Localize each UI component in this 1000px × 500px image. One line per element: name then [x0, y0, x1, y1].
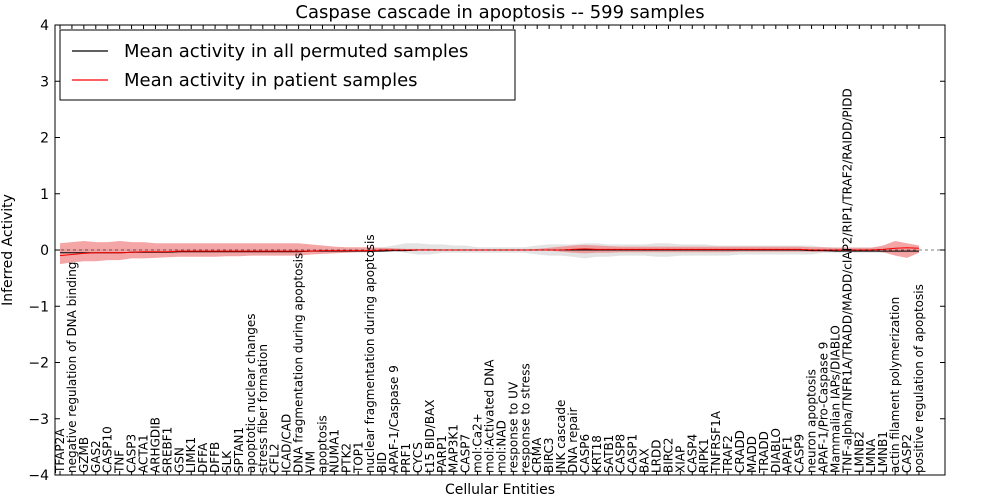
x-tick-label: response to UV: [506, 381, 520, 473]
legend-label-1: Mean activity in all permuted samples: [124, 41, 468, 62]
x-tick-label: LMNA: [864, 438, 878, 473]
x-tick-label: CFL2: [268, 443, 282, 473]
x-tick-label: CASP1: [626, 434, 640, 473]
chart-title: Caspase cascade in apoptosis -- 599 samp…: [295, 2, 704, 23]
x-tick-label: Mammalian IAPs/DIABLO: [828, 325, 842, 473]
y-axis-label: Inferred Activity: [0, 194, 16, 306]
x-tick-label: GZMB: [77, 437, 91, 473]
x-tick-label: DNA fragmentation during apoptosis: [292, 253, 306, 473]
x-tick-label: CASP7: [459, 434, 473, 473]
x-tick-label: APAF-1/Pro-Caspase 9: [817, 342, 831, 473]
x-tick-label: TNF-alpha/TNFR1A/TRADD/MADD/cIAP2/RIP1/T…: [840, 88, 854, 474]
x-tick-label: LMNB1: [876, 431, 890, 473]
x-tick-label: PARP1: [435, 435, 449, 473]
y-tick-label: −3: [28, 412, 49, 428]
y-tick-label: −2: [28, 356, 49, 372]
x-tick-label: apoptosis: [316, 415, 330, 473]
x-tick-label: APAF1: [781, 436, 795, 473]
x-tick-label: CRADD: [733, 430, 747, 473]
x-tick-label: MADD: [745, 436, 759, 473]
x-tick-label: VIM: [304, 451, 318, 473]
legend: Mean activity in all permuted samples Mea…: [59, 29, 516, 101]
x-tick-label: PRF1: [399, 443, 413, 473]
x-tick-label: neuron apoptosis: [805, 369, 819, 473]
x-tick-label: nuclear fragmentation during apoptosis: [363, 234, 377, 473]
x-tick-label: actin filament polymerization: [888, 297, 902, 473]
x-tick-label: CASP2: [900, 434, 914, 473]
x-tick-label: MAP3K1: [447, 424, 461, 473]
x-tick-label: BAX: [638, 448, 652, 473]
x-tick-label: CASP9: [793, 434, 807, 473]
x-tick-label: LIMK1: [184, 437, 198, 473]
x-tick-label: mol:NAD: [494, 420, 508, 473]
x-tick-label: DIABLO: [769, 428, 783, 473]
band-series-2: [60, 241, 919, 265]
x-tick-label: mol:Ca2+: [471, 413, 485, 473]
x-tick-label: LMNB2: [852, 431, 866, 473]
x-tick-label: CYCS: [411, 442, 425, 473]
x-tick-label: BIRC2: [661, 437, 675, 473]
x-tick-label: TNFRSF1A: [709, 410, 723, 474]
x-tick-label: BID: [375, 452, 389, 473]
x-tick-label: TFAP2A: [53, 428, 67, 474]
x-tick-label: apoptotic nuclear changes: [244, 314, 258, 473]
y-axis: −4 −3 −2 −1 0 1 2 3 4: [28, 18, 945, 484]
x-tick-label: positive regulation of apoptosis: [912, 284, 926, 473]
x-tick-label: CASP10: [101, 426, 115, 473]
x-tick-label: CRMA: [530, 437, 544, 473]
y-tick-label: 3: [40, 74, 49, 90]
y-tick-label: 0: [40, 243, 49, 259]
x-tick-label: mol:Activated DNA: [483, 359, 497, 473]
x-tick-label: SREBF1: [160, 427, 174, 473]
y-tick-label: 4: [40, 18, 49, 34]
x-tick-label: TRADD: [757, 431, 771, 474]
x-tick-label: ACTA1: [137, 434, 151, 473]
x-tick-label: CASP4: [685, 434, 699, 473]
x-tick-label: XIAP: [673, 446, 687, 473]
confidence-bands: [60, 241, 919, 265]
x-tick-label: LRDD: [650, 439, 664, 473]
x-tick-label: JNK cascade: [554, 400, 568, 474]
x-tick-label: GAS2: [89, 440, 103, 473]
x-tick-label: ARHGDIB: [148, 417, 162, 473]
x-tick-label: SLK: [220, 450, 234, 473]
x-tick-label: APAF-1/Caspase 9: [387, 365, 401, 473]
x-tick-label: PTK2: [339, 443, 353, 473]
x-tick-label: KRT18: [590, 435, 604, 473]
x-tick-label: stress fiber formation: [256, 344, 270, 473]
x-tick-label: CASP3: [125, 434, 139, 473]
x-tick-label: negative regulation of DNA binding: [65, 262, 79, 473]
y-tick-label: −1: [28, 299, 49, 315]
legend-box: [59, 29, 516, 101]
x-tick-label: t15 BID/BAX: [423, 399, 437, 473]
y-tick-label: 1: [40, 187, 49, 203]
x-tick-label: CASP8: [614, 434, 628, 473]
x-tick-label: TNF: [113, 450, 127, 474]
legend-label-2: Mean activity in patient samples: [124, 70, 418, 91]
y-tick-label: 2: [40, 131, 49, 147]
x-tick-label: NUMA1: [327, 429, 341, 473]
x-axis-label: Cellular Entities: [445, 482, 555, 498]
x-tick-label: SATB1: [602, 435, 616, 473]
x-tick-label: DFFA: [196, 442, 210, 473]
y-tick-label: −4: [28, 468, 49, 484]
x-tick-label: GSN: [172, 447, 186, 473]
x-tick-label: RIPK1: [697, 438, 711, 473]
x-tick-label: DNA repair: [566, 407, 580, 473]
x-tick-label: TRAF2: [721, 435, 735, 474]
x-tick-label: response to stress: [518, 363, 532, 473]
x-tick-label: SPTAN1: [232, 427, 246, 473]
x-tick-label: ICAD/CAD: [280, 414, 294, 473]
x-tick-label: TOP1: [351, 441, 365, 474]
series-lines: [55, 247, 945, 257]
x-tick-label: BIRC3: [542, 437, 556, 473]
x-tick-label: CASP6: [578, 434, 592, 473]
x-tick-label: DFFB: [208, 442, 222, 473]
